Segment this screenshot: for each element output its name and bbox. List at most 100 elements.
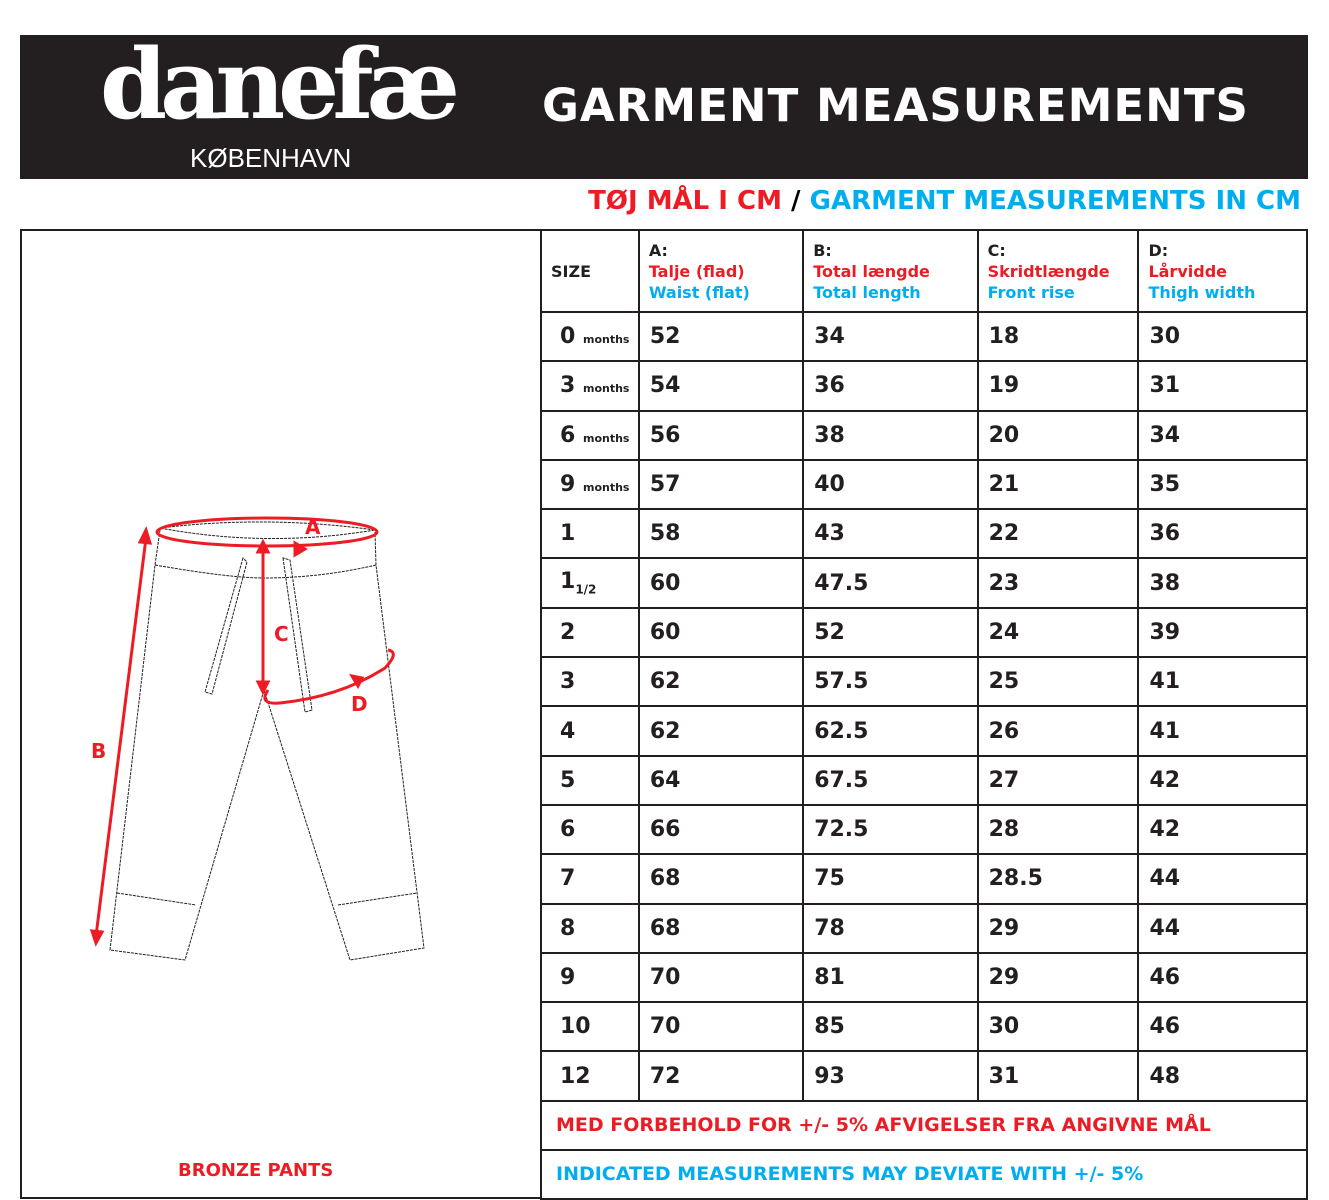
measurement-cell: 56 xyxy=(637,409,805,461)
measurement-cell: 22 xyxy=(976,508,1140,560)
measurement-cell: 18 xyxy=(976,310,1140,363)
column-english: Front rise xyxy=(987,282,1075,302)
size-cell: 9 xyxy=(540,951,640,1004)
measurement-cell: 30 xyxy=(1137,310,1308,363)
header-banner: danefæ KØBENHAVN GARMENT MEASUREMENTS xyxy=(20,35,1308,179)
measurement-cell: 21 xyxy=(976,458,1140,511)
table-row: 3 62 57.5 25 41 xyxy=(540,656,1308,708)
measurement-cell: 31 xyxy=(1137,360,1308,412)
measurement-cell: 47.5 xyxy=(802,557,979,609)
measurement-cell: 28 xyxy=(976,803,1140,856)
size-cell: 7 xyxy=(540,853,640,905)
measurement-cell: 62 xyxy=(637,705,805,757)
table-row: 9 months 57 40 21 35 xyxy=(540,458,1308,511)
size-fraction: 1/2 xyxy=(575,582,597,597)
measurement-cell: 41 xyxy=(1137,705,1308,757)
measurement-cell: 24 xyxy=(976,606,1140,659)
page-title: GARMENT MEASUREMENTS xyxy=(542,79,1249,132)
measurement-cell: 64 xyxy=(637,754,805,806)
measurement-cell: 41 xyxy=(1137,656,1308,708)
measurement-cell: 34 xyxy=(802,310,979,363)
column-header: C: Skridtlængde Front rise xyxy=(976,229,1140,313)
size-cell: 0 months xyxy=(540,310,640,363)
table-row: 8 68 78 29 44 xyxy=(540,902,1308,954)
size-unit: months xyxy=(582,382,630,396)
subtitle-english: GARMENT MEASUREMENTS IN CM xyxy=(809,186,1301,216)
column-header: B: Total længde Total length xyxy=(802,229,979,313)
product-name: BRONZE PANTS xyxy=(178,1160,334,1181)
size-cell: 2 xyxy=(540,606,640,659)
measurement-cell: 81 xyxy=(802,951,979,1004)
column-letter: D: xyxy=(1148,240,1169,260)
size-cell: 10 xyxy=(540,1001,640,1053)
measurement-cell: 19 xyxy=(976,360,1140,412)
size-unit: months xyxy=(582,333,630,347)
table-row: 11/2 60 47.5 23 38 xyxy=(540,557,1308,609)
measurement-cell: 70 xyxy=(637,1001,805,1053)
measurement-cell: 44 xyxy=(1137,853,1308,905)
table-row: 1 58 43 22 36 xyxy=(540,508,1308,560)
brand-city: KØBENHAVN xyxy=(190,143,352,173)
pants-diagram: A B C D xyxy=(89,515,425,961)
size-cell: 3 months xyxy=(540,360,640,412)
column-danish: Total længde xyxy=(813,261,930,281)
measurement-cell: 42 xyxy=(1137,803,1308,856)
measurement-cell: 48 xyxy=(1137,1050,1308,1102)
size-cell: 6 xyxy=(540,803,640,856)
measurement-cell: 27 xyxy=(976,754,1140,806)
measurement-cell: 57 xyxy=(637,458,805,511)
measurement-cell: 75 xyxy=(802,853,979,905)
measurement-cell: 26 xyxy=(976,705,1140,757)
column-english: Waist (flat) xyxy=(648,282,750,302)
size-cell: 6 months xyxy=(540,409,640,461)
footnote-note_en: INDICATED MEASUREMENTS MAY DEVIATE WITH … xyxy=(540,1148,1308,1200)
table-row: 6 months 56 38 20 34 xyxy=(540,409,1308,461)
size-value: 0 xyxy=(560,324,576,350)
table-row: 7 68 75 28.5 44 xyxy=(540,853,1308,905)
size-unit: months xyxy=(582,431,630,445)
measurement-cell: 20 xyxy=(976,409,1140,461)
measurement-cell: 67.5 xyxy=(802,754,979,806)
table-row: 12 72 93 31 48 xyxy=(540,1050,1308,1102)
measurement-table: SIZE A: Talje (flad) Waist (flat) B: Total l… xyxy=(540,229,1308,1200)
measurement-cell: 52 xyxy=(637,310,805,363)
column-letter: B: xyxy=(813,240,832,260)
size-value: 9 xyxy=(560,472,576,498)
table-row: 9 70 81 29 46 xyxy=(540,951,1308,1004)
column-header: D: Lårvidde Thigh width xyxy=(1137,229,1308,313)
measurement-cell: 72.5 xyxy=(802,803,979,856)
measurement-cell: 35 xyxy=(1137,458,1308,511)
measurement-cell: 46 xyxy=(1137,951,1308,1004)
measurement-cell: 72 xyxy=(637,1050,805,1102)
column-danish: Lårvidde xyxy=(1148,261,1227,281)
subtitle-danish: TØJ MÅL I CM xyxy=(588,186,782,216)
label-d: D xyxy=(351,692,368,716)
column-header: A: Talje (flad) Waist (flat) xyxy=(637,229,805,313)
size-value: 10 xyxy=(560,1014,591,1040)
size-value: 4 xyxy=(560,718,576,744)
footnote-row: INDICATED MEASUREMENTS MAY DEVIATE WITH … xyxy=(540,1148,1308,1200)
measurement-cell: 70 xyxy=(637,951,805,1004)
measurement-cell: 36 xyxy=(802,360,979,412)
measurement-cell: 66 xyxy=(637,803,805,856)
measurement-cell: 68 xyxy=(637,902,805,954)
size-cell: 1 xyxy=(540,508,640,560)
table-row: 4 62 62.5 26 41 xyxy=(540,705,1308,757)
measurement-cell: 25 xyxy=(976,656,1140,708)
measurement-cell: 60 xyxy=(637,606,805,659)
size-value: 3 xyxy=(560,669,576,695)
size-cell: 9 months xyxy=(540,458,640,511)
size-value: 2 xyxy=(560,619,576,645)
size-cell: 12 xyxy=(540,1050,640,1102)
measurement-cell: 39 xyxy=(1137,606,1308,659)
measurement-cell: 93 xyxy=(802,1050,979,1102)
measurement-cell: 57.5 xyxy=(802,656,979,708)
size-value: 1 xyxy=(560,569,576,595)
label-a: A xyxy=(305,515,321,539)
measurement-cell: 23 xyxy=(976,557,1140,609)
table-row: 0 months 52 34 18 30 xyxy=(540,310,1308,363)
size-value: 8 xyxy=(560,915,576,941)
table-row: 2 60 52 24 39 xyxy=(540,606,1308,659)
measurement-cell: 58 xyxy=(637,508,805,560)
table-row: 10 70 85 30 46 xyxy=(540,1001,1308,1053)
